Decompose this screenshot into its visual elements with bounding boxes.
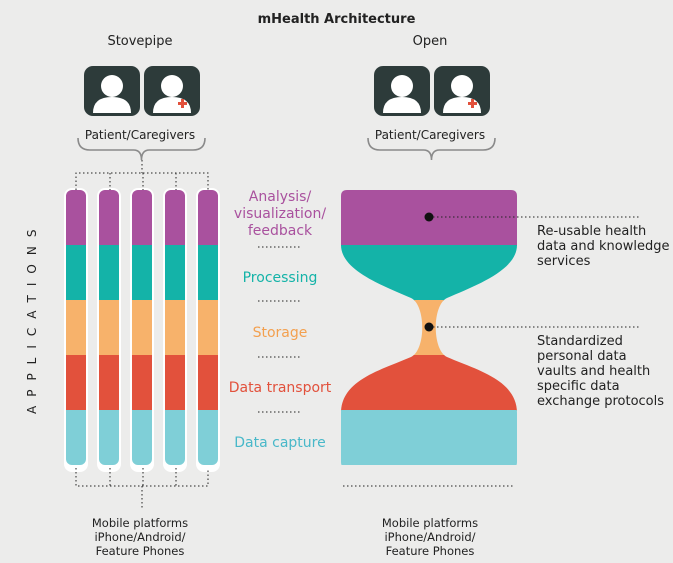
callout-standardized-vaults: Standardized personal data vaults and he…	[537, 334, 665, 409]
column-segment-fill	[165, 410, 185, 455]
stovepipe-column-3	[130, 188, 154, 472]
callout-dot-vaults	[424, 322, 434, 332]
stovepipe-bottom-connector	[75, 468, 209, 508]
column-segment	[132, 245, 152, 301]
column-segment-fill	[198, 410, 218, 455]
cross-bar-v	[181, 99, 184, 108]
diagram-title: mHealth Architecture	[257, 12, 416, 27]
patient-icon-stovepipe	[84, 66, 140, 116]
hourglass-layer-5	[341, 410, 517, 465]
body-shape	[93, 97, 131, 113]
open-users-brace	[367, 137, 496, 161]
column-segment-fill	[66, 410, 86, 455]
column-segment	[198, 355, 218, 411]
layer-label-processing-text: Processing	[242, 270, 318, 286]
caregiver-icon-stovepipe	[144, 66, 200, 116]
caregiver-icon-open	[434, 66, 490, 116]
column-segment	[198, 300, 218, 356]
column-segment-fill	[132, 410, 152, 455]
column-segment-fill	[99, 200, 119, 245]
column-segment	[66, 300, 86, 356]
layer-label-data-transport-text: Data transport	[228, 380, 332, 396]
open-footer-platforms: Mobile platforms iPhone/Android/ Feature…	[381, 516, 479, 558]
column-segment	[99, 300, 119, 356]
applications-vertical-label: APPLICATIONS	[25, 220, 39, 414]
stovepipe-top-connector	[75, 160, 209, 190]
layer-label-analysis-text: Analysis/ visualization/ feedback	[233, 189, 327, 239]
column-segment-fill	[99, 410, 119, 455]
stovepipe-users-label: Patient/Caregivers	[84, 128, 196, 142]
hourglass-layer-2	[341, 245, 517, 301]
column-segment-fill	[198, 200, 218, 245]
column-segment-fill	[132, 200, 152, 245]
layer-label-data-capture-text: Data capture	[234, 435, 326, 451]
head-shape	[391, 75, 413, 97]
column-segment	[132, 355, 152, 411]
column-segment	[165, 300, 185, 356]
head-shape	[101, 75, 123, 97]
stovepipe-column-1	[64, 188, 88, 472]
layer-label-storage-text: Storage	[252, 325, 308, 341]
column-segment	[198, 245, 218, 301]
callout-dot-services	[424, 212, 434, 222]
column-segment	[99, 245, 119, 301]
layer-label-analysis: Analysis/ visualization/ feedback	[225, 189, 335, 240]
column-segment-fill	[66, 200, 86, 245]
stovepipe-footer-platforms: Mobile platforms iPhone/Android/ Feature…	[91, 516, 189, 558]
column-segment	[99, 355, 119, 411]
stovepipe-column-5	[196, 188, 220, 472]
column-segment-fill	[165, 200, 185, 245]
stovepipe-column-2	[97, 188, 121, 472]
layer-label-data-transport: Data transport	[225, 380, 335, 397]
open-users-label: Patient/Caregivers	[374, 128, 486, 142]
layer-label-processing: Processing	[225, 270, 335, 287]
stovepipe-column-4	[163, 188, 187, 472]
body-shape	[383, 97, 421, 113]
patient-icon-open	[374, 66, 430, 116]
column-segment	[132, 300, 152, 356]
head-shape	[161, 75, 183, 97]
cross-bar-v	[471, 99, 474, 108]
hourglass-layer-4	[341, 355, 517, 411]
layer-label-storage: Storage	[225, 325, 335, 342]
column-segment	[165, 355, 185, 411]
column-segment	[165, 245, 185, 301]
column-segment	[66, 355, 86, 411]
column-segment	[66, 245, 86, 301]
open-heading: Open	[412, 34, 448, 49]
callout-reusable-services: Re-usable health data and knowledge serv…	[537, 224, 670, 269]
head-shape	[451, 75, 473, 97]
layer-label-data-capture: Data capture	[225, 435, 335, 452]
stovepipe-heading: Stovepipe	[107, 34, 173, 49]
